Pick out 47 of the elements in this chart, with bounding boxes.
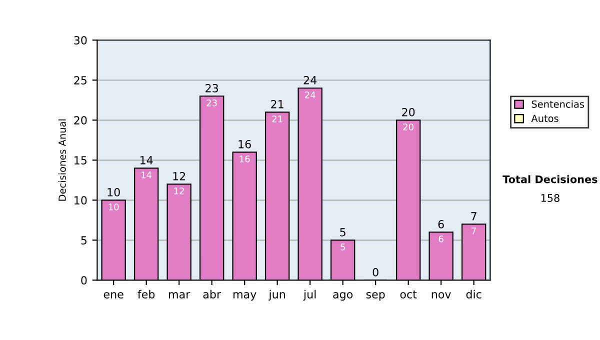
total-label: 14 — [140, 156, 153, 164]
total-label: 0 — [372, 268, 378, 276]
data-label: 21 — [272, 115, 282, 122]
data-label: 16 — [240, 156, 250, 162]
x-tick-label: jul — [303, 290, 316, 301]
total-label: 6 — [438, 220, 444, 228]
x-tick-label: dic — [466, 290, 482, 298]
data-label: 23 — [206, 99, 217, 106]
data-label: 6 — [438, 236, 444, 242]
x-tick-label: sep — [366, 292, 385, 301]
y-tick-label: 10 — [74, 196, 87, 205]
y-axis-title: Decisiones Anual — [58, 119, 66, 201]
data-label: 5 — [340, 244, 345, 250]
total-label: 20 — [402, 108, 415, 116]
x-tick-label: feb — [138, 290, 155, 298]
x-tick-label: oct — [400, 290, 417, 298]
total-label: 7 — [471, 212, 476, 220]
data-label: 14 — [142, 172, 152, 178]
total-label: 5 — [340, 228, 346, 236]
y-tick-label: 25 — [74, 76, 87, 85]
y-tick-label: 30 — [74, 36, 87, 44]
total-label: 16 — [238, 140, 251, 148]
x-tick-label: mar — [168, 292, 190, 298]
y-tick-label: 15 — [74, 156, 87, 165]
y-tick-label: 0 — [81, 276, 87, 285]
x-tick-label: ago — [333, 292, 353, 301]
x-tick-label: nov — [432, 292, 451, 298]
text: 158 — [541, 194, 560, 202]
x-tick-label: jun — [268, 290, 285, 301]
total-label: 10 — [108, 188, 120, 196]
total-label: 12 — [173, 172, 186, 180]
text: Total Decisiones — [502, 175, 598, 184]
legend-label: Autos — [531, 114, 558, 122]
y-tick-label: 5 — [81, 236, 87, 245]
data-label: 20 — [403, 123, 414, 130]
y-tick-label: 20 — [74, 116, 87, 125]
x-tick-label: ene — [104, 292, 124, 298]
data-label: 12 — [174, 188, 184, 194]
data-label: 10 — [108, 204, 119, 210]
x-tick-label: may — [233, 292, 256, 301]
total-label: 23 — [206, 84, 218, 92]
total-label: 24 — [304, 76, 317, 84]
total-label: 21 — [271, 100, 284, 108]
data-label: 7 — [472, 228, 476, 234]
x-tick-label: abr — [203, 290, 222, 298]
legend-label: Sentencias — [532, 100, 584, 108]
data-label: 24 — [304, 91, 316, 98]
